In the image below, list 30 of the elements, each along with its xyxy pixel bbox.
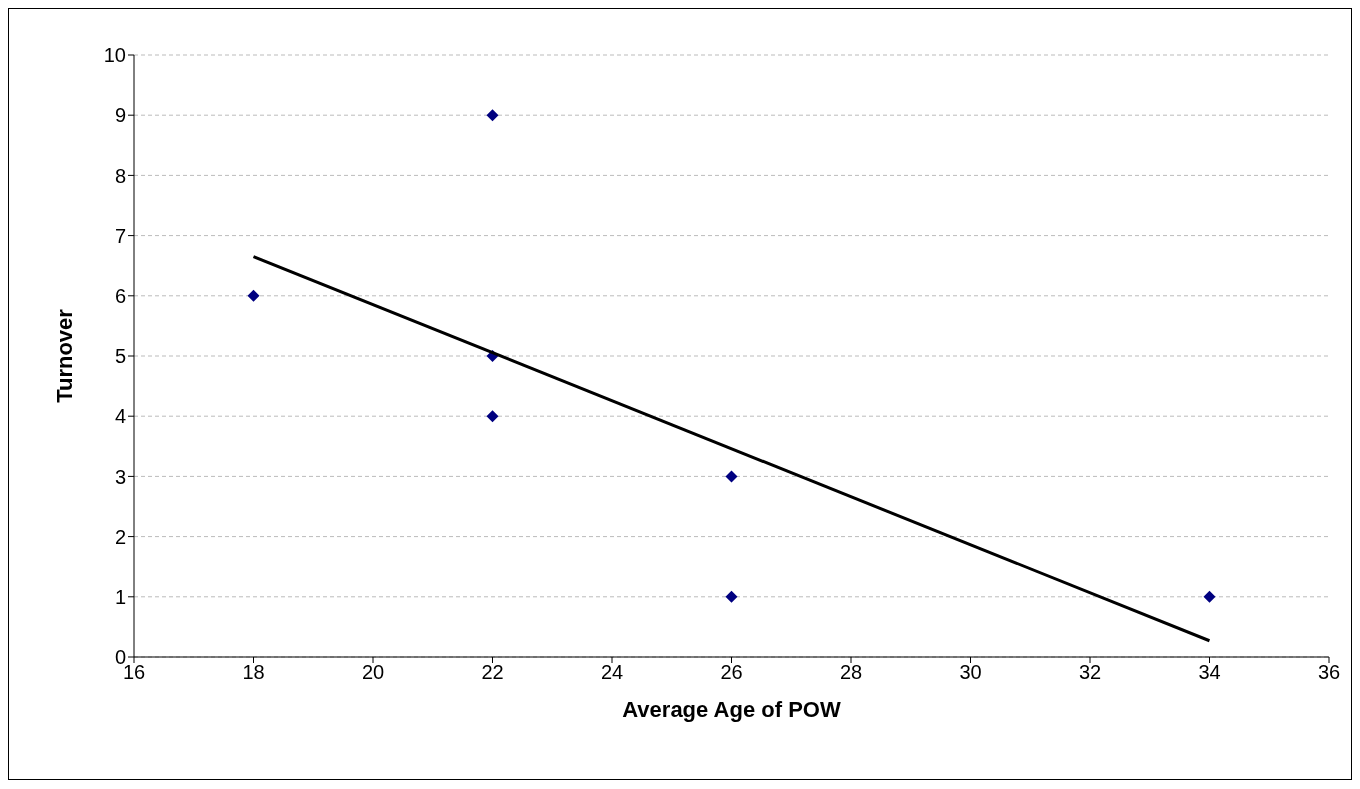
x-axis-title: Average Age of POW	[622, 696, 841, 722]
point	[725, 590, 738, 603]
point	[247, 289, 260, 302]
y-tick-label: 6	[114, 284, 126, 307]
y-tick-label: 5	[114, 345, 126, 368]
y-tick-label: 4	[114, 405, 126, 428]
y-axis-title: Turnover	[51, 308, 77, 403]
y-tick-label: 2	[114, 525, 126, 548]
x-tick-label: 22	[481, 661, 504, 684]
x-tick-label: 18	[242, 661, 265, 684]
y-tick-label: 1	[114, 585, 126, 608]
y-tick-label: 9	[114, 104, 126, 127]
y-tick-label: 8	[114, 164, 126, 187]
chart-frame: 16 18 20 22 24 26 28 30 32 34 36 Average Age of POW 0 1 2 3 4 5 6 7 8 9 10 Turnover	[8, 8, 1352, 780]
point	[725, 470, 738, 483]
x-tick-label: 32	[1078, 661, 1102, 684]
x-tick-label: 28	[839, 661, 863, 684]
x-tick-label: 26	[720, 661, 743, 684]
point	[1203, 590, 1216, 603]
x-tick-label: 24	[600, 661, 624, 684]
x-tick-label: 34	[1198, 661, 1221, 684]
y-tick-label: 10	[103, 44, 126, 67]
x-tick-label: 36	[1317, 661, 1341, 684]
x-tick-label: 30	[959, 661, 982, 684]
y-tick-label: 3	[114, 465, 126, 488]
y-tick-label: 7	[114, 224, 126, 247]
y-tick-label: 0	[114, 646, 126, 669]
point	[486, 410, 499, 423]
x-tick-label: 20	[361, 661, 385, 684]
point	[486, 109, 499, 122]
